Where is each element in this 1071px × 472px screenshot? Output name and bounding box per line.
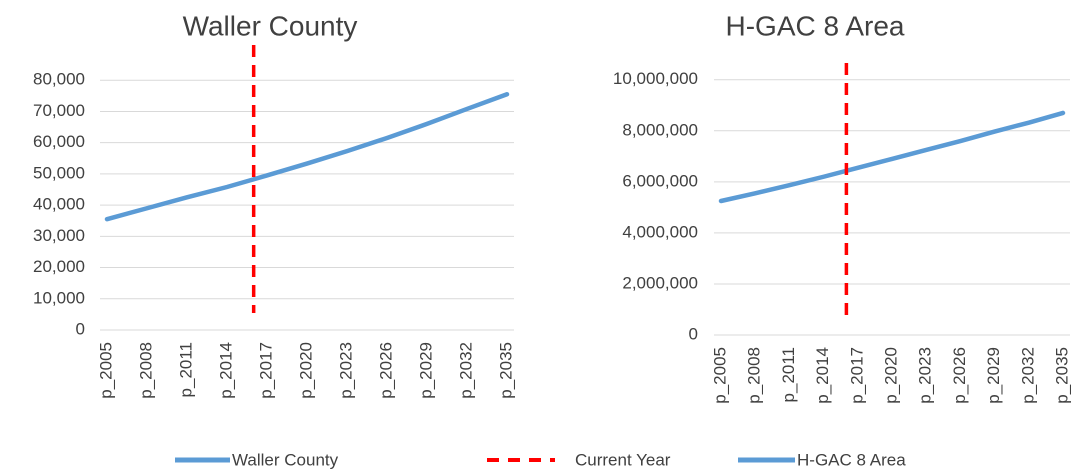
x-tick-label: p_2026: [950, 347, 969, 404]
x-tick-label: p_2032: [1018, 347, 1037, 404]
x-tick-label: p_2017: [847, 347, 866, 404]
x-tick-label: p_2035: [1052, 347, 1071, 404]
y-tick-label: 2,000,000: [622, 273, 698, 292]
y-tick-label: 60,000: [33, 132, 85, 151]
x-tick-label: p_2014: [813, 347, 832, 404]
y-tick-label: 8,000,000: [622, 120, 698, 139]
x-tick-label: p_2032: [456, 342, 475, 399]
chart-title: H-GAC 8 Area: [726, 10, 905, 41]
series-line: [718, 110, 1066, 204]
y-tick-label: 30,000: [33, 226, 85, 245]
legend-label: H-GAC 8 Area: [797, 450, 906, 469]
x-tick-label: p_2008: [136, 342, 155, 399]
y-tick-label: 0: [689, 324, 698, 343]
x-tick-label: p_2014: [216, 342, 235, 399]
x-tick-label: p_2023: [916, 347, 935, 404]
y-tick-label: 70,000: [33, 101, 85, 120]
x-tick-label: p_2029: [416, 342, 435, 399]
y-tick-label: 4,000,000: [622, 222, 698, 241]
x-tick-label: p_2011: [176, 342, 195, 397]
legend-label: Waller County: [232, 450, 339, 469]
x-tick-label: p_2017: [256, 342, 275, 399]
legend-label: Current Year: [575, 450, 671, 469]
x-tick-label: p_2005: [96, 342, 115, 399]
x-tick-label: p_2011: [779, 347, 798, 402]
x-tick-label: p_2008: [745, 347, 764, 404]
y-tick-label: 0: [76, 319, 85, 338]
y-tick-label: 20,000: [33, 257, 85, 276]
y-tick-label: 10,000,000: [613, 69, 698, 88]
x-tick-label: p_2020: [881, 347, 900, 404]
x-tick-label: p_2035: [496, 342, 515, 399]
series-line: [104, 92, 510, 222]
y-tick-label: 50,000: [33, 163, 85, 182]
y-tick-label: 10,000: [33, 288, 85, 307]
x-tick-label: p_2020: [296, 342, 315, 399]
x-tick-label: p_2023: [336, 342, 355, 399]
chart-title: Waller County: [183, 10, 358, 41]
x-tick-label: p_2029: [984, 347, 1003, 404]
y-tick-label: 6,000,000: [622, 171, 698, 190]
x-tick-label: p_2026: [376, 342, 395, 399]
y-tick-label: 80,000: [33, 70, 85, 89]
x-tick-label: p_2005: [710, 347, 729, 404]
y-tick-label: 40,000: [33, 195, 85, 214]
